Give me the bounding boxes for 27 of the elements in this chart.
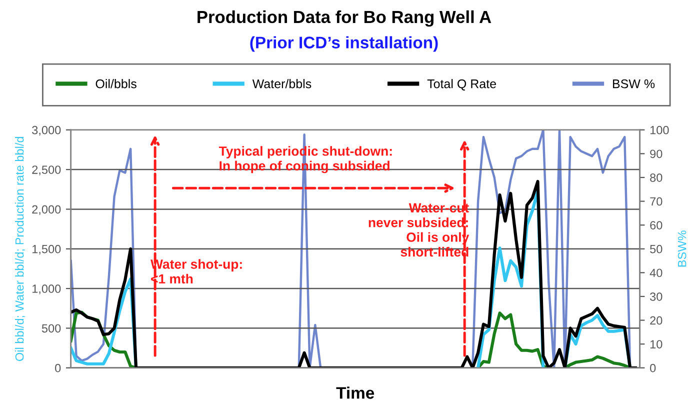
legend-label: Total Q Rate: [427, 79, 496, 90]
y2-tick-label: 80: [650, 174, 662, 182]
y-tick-label: 1,500: [32, 244, 61, 255]
y2-axis-title: BSW%: [678, 230, 686, 267]
y2-tick-label: 100: [650, 126, 669, 134]
y-tick-label: 500: [42, 324, 61, 333]
x-axis-title: Time: [336, 386, 374, 399]
y-tick-label: 1,000: [32, 284, 61, 294]
y-tick-label: 3,000: [32, 126, 61, 136]
y2-tick-label: 10: [650, 340, 662, 348]
y2-tick-label: 50: [650, 244, 662, 254]
y-tick-label: 2,500: [32, 166, 61, 176]
y2-tick-label: 70: [650, 197, 662, 206]
y-tick-label: 2,000: [32, 205, 61, 215]
chart-title: Production Data for Bo Rang Well A: [198, 10, 492, 27]
y2-tick-label: 20: [650, 316, 662, 325]
chart-subtitle: (Prior ICD’s installation): [250, 36, 438, 52]
y-axis-title: Oil bbl/d; Water bbl/d; Production rate bbl/d: [15, 136, 26, 361]
legend-label: BSW %: [613, 79, 655, 88]
y2-tick-label: 40: [650, 268, 662, 278]
y2-tick-label: 90: [650, 150, 662, 158]
y2-tick-label: 60: [650, 221, 662, 230]
y2-tick-label: 30: [650, 292, 662, 301]
y-tick-label: 0: [55, 364, 61, 372]
y2-tick-label: 0: [650, 364, 656, 372]
legend-label: Water/bbls: [252, 79, 312, 88]
legend-label: Oil/bbls: [96, 79, 136, 88]
